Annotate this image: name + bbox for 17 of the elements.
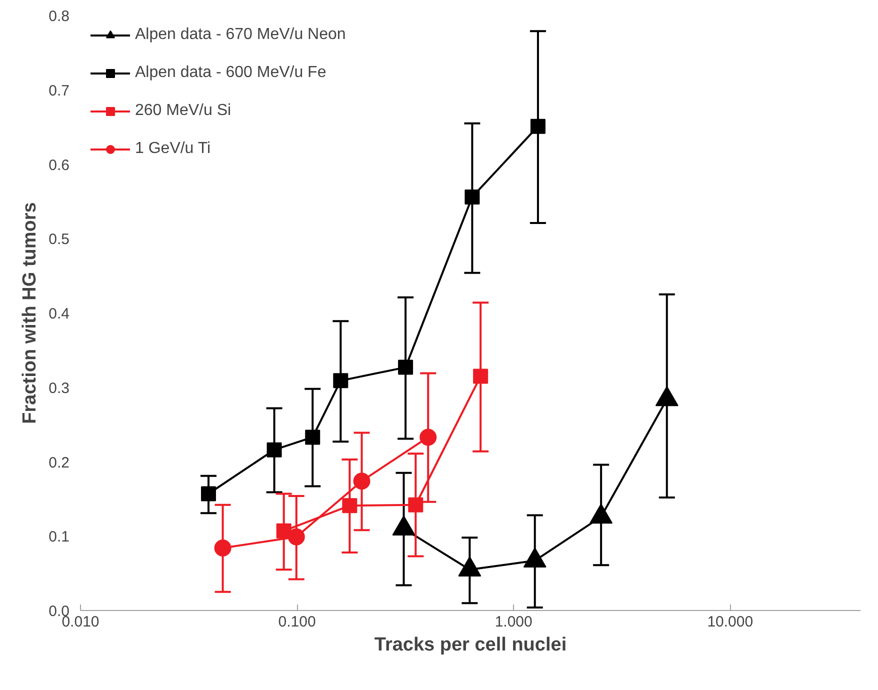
legend-label: 1 GeV/u Ti [135,140,211,158]
x-tick-label: 0.100 [278,614,316,630]
y-tick-label: 0.8 [48,8,70,25]
y-axis-title: Fraction with HG tumors [20,202,41,424]
y-tick-label: 0.7 [48,82,70,100]
y-tick-label: 0.5 [48,231,70,248]
x-axis-title: Tracks per cell nuclei [374,634,567,656]
legend-label: Alpen data - 600 MeV/u Fe [135,64,326,82]
y-tick-label: 0.6 [48,156,70,174]
y-tick-label: 0.1 [48,528,70,546]
legend-label: Alpen data - 670 MeV/u Neon [135,26,346,44]
x-tick-label: 1.000 [494,614,532,630]
legend-label: 260 MeV/u Si [135,102,232,120]
y-tick-label: 0.2 [48,454,70,472]
y-tick-label: 0.4 [48,306,70,322]
x-tick-label: 10.000 [707,614,754,630]
y-tick-label: 0.3 [48,380,70,397]
